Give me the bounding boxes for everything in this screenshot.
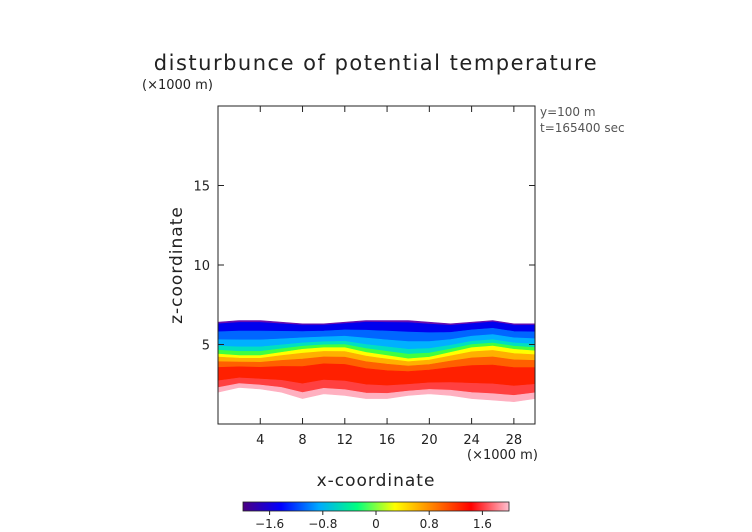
heatmap-field — [218, 320, 535, 403]
chart-title: disturbunce of potential temperature — [154, 51, 598, 75]
x-tick-label-3: 16 — [379, 433, 396, 448]
colorbar-tick-label-0: −1.6 — [255, 517, 284, 531]
annotation-time: t=165400 sec — [540, 121, 625, 135]
y-tick-label-0: 5 — [202, 339, 210, 354]
colorbar-ticks: −1.6 −0.8 0 0.8 1.6 — [255, 511, 492, 531]
y-tick-label-1: 10 — [193, 259, 210, 274]
colorbar — [242, 501, 510, 512]
y-axis-title: z-coordinate — [167, 206, 187, 324]
colorbar-tick-label-2: 0 — [372, 517, 380, 531]
x-tick-label-4: 20 — [421, 433, 438, 448]
y-axis-unit: (×1000 m) — [142, 78, 213, 93]
heatmap-band-11 — [218, 383, 535, 403]
x-axis-title: x-coordinate — [317, 471, 436, 491]
x-tick-label-0: 4 — [256, 433, 264, 448]
x-tick-label-5: 24 — [463, 433, 480, 448]
y-tick-label-2: 15 — [193, 180, 210, 195]
x-tick-label-6: 28 — [506, 433, 523, 448]
x-tick-label-2: 12 — [337, 433, 354, 448]
colorbar-tick-label-3: 0.8 — [420, 517, 439, 531]
colorbar-tick-label-1: −0.8 — [308, 517, 337, 531]
axis-ticks: 4 8 12 16 20 24 28 5 10 15 — [193, 106, 535, 448]
colorbar-tick-label-4: 1.6 — [473, 517, 492, 531]
annotation-y-position: y=100 m — [540, 105, 596, 119]
x-axis-unit: (×1000 m) — [467, 448, 538, 463]
x-tick-label-1: 8 — [298, 433, 306, 448]
